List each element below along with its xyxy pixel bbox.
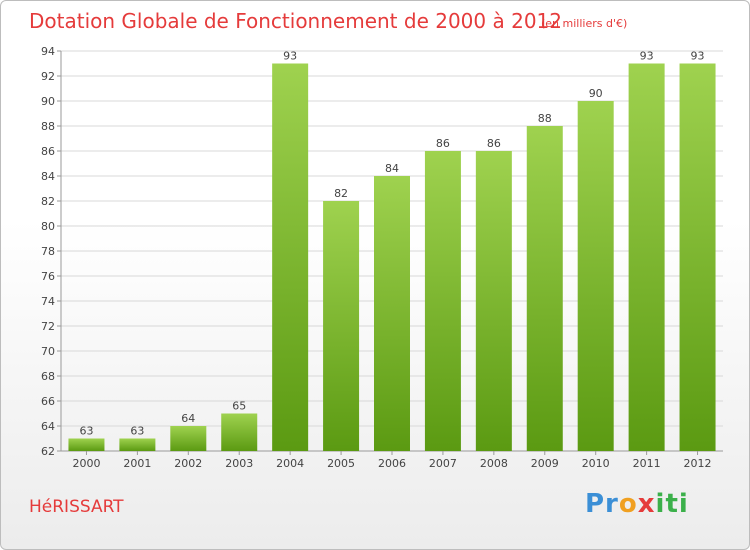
- bar-value-label: 86: [436, 137, 450, 150]
- bar: [68, 438, 105, 451]
- bar-value-label: 93: [640, 50, 654, 63]
- proxiti-logo[interactable]: Proxiti: [585, 489, 689, 519]
- x-tick-label: 2008: [480, 457, 508, 470]
- logo-part: iti: [655, 489, 689, 519]
- bar-value-label: 93: [283, 50, 297, 63]
- bar-layer: [68, 63, 716, 451]
- chart-subtitle: (en milliers d'€): [541, 17, 628, 30]
- bar: [170, 426, 207, 451]
- chart-title: Dotation Globale de Fonctionnement de 20…: [29, 9, 562, 33]
- bar: [221, 413, 258, 451]
- label-layer: 63 2000 63 2001 64 2002 65 2003 93 2004 82 2005 84 20…: [72, 50, 711, 471]
- x-tick-label: 2005: [327, 457, 355, 470]
- y-tick-label: 62: [41, 445, 55, 458]
- bar-value-label: 63: [79, 425, 93, 438]
- x-tick-label: 2006: [378, 457, 406, 470]
- bar-value-label: 82: [334, 187, 348, 200]
- bar: [577, 101, 614, 451]
- y-tick-label: 74: [41, 295, 55, 308]
- x-tick-label: 2009: [531, 457, 559, 470]
- bar-value-label: 64: [181, 412, 195, 425]
- bar: [526, 126, 563, 451]
- x-tick-label: 2002: [174, 457, 202, 470]
- x-tick-label: 2003: [225, 457, 253, 470]
- bar-value-label: 90: [589, 87, 603, 100]
- commune-name: HéRISSART: [29, 497, 124, 517]
- y-tick-label: 90: [41, 95, 55, 108]
- bar: [119, 438, 156, 451]
- y-tick-label: 76: [41, 270, 55, 283]
- y-tick-label: 84: [41, 170, 55, 183]
- y-tick-label: 86: [41, 145, 55, 158]
- logo-part: o: [618, 489, 638, 519]
- bar-value-label: 88: [538, 112, 552, 125]
- y-tick-label: 78: [41, 245, 55, 258]
- bar-value-label: 63: [130, 425, 144, 438]
- logo-part: Pr: [585, 489, 619, 519]
- y-tick-label: 82: [41, 195, 55, 208]
- bar: [272, 63, 309, 451]
- y-tick-label: 70: [41, 345, 55, 358]
- y-tick-label: 66: [41, 395, 55, 408]
- logo-part: x: [637, 489, 656, 519]
- bar-value-label: 65: [232, 400, 246, 413]
- y-tick-label: 64: [41, 420, 55, 433]
- y-tick-label: 80: [41, 220, 55, 233]
- bar-value-label: 84: [385, 162, 399, 175]
- bar-value-label: 86: [487, 137, 501, 150]
- y-tick-label: 88: [41, 120, 55, 133]
- bar: [475, 151, 512, 451]
- x-tick-label: 2007: [429, 457, 457, 470]
- x-tick-label: 2012: [684, 457, 712, 470]
- bar: [628, 63, 665, 451]
- bar-value-label: 93: [691, 50, 705, 63]
- bar: [679, 63, 716, 451]
- y-tick-label: 94: [41, 45, 55, 58]
- x-tick-label: 2001: [123, 457, 151, 470]
- y-tick-label: 68: [41, 370, 55, 383]
- bar: [424, 151, 461, 451]
- x-tick-label: 2000: [72, 457, 100, 470]
- y-tick-label: 72: [41, 320, 55, 333]
- bar: [374, 176, 410, 451]
- x-tick-label: 2010: [582, 457, 610, 470]
- x-tick-label: 2011: [633, 457, 661, 470]
- y-tick-label: 92: [41, 70, 55, 83]
- bar: [323, 201, 360, 451]
- x-tick-label: 2004: [276, 457, 304, 470]
